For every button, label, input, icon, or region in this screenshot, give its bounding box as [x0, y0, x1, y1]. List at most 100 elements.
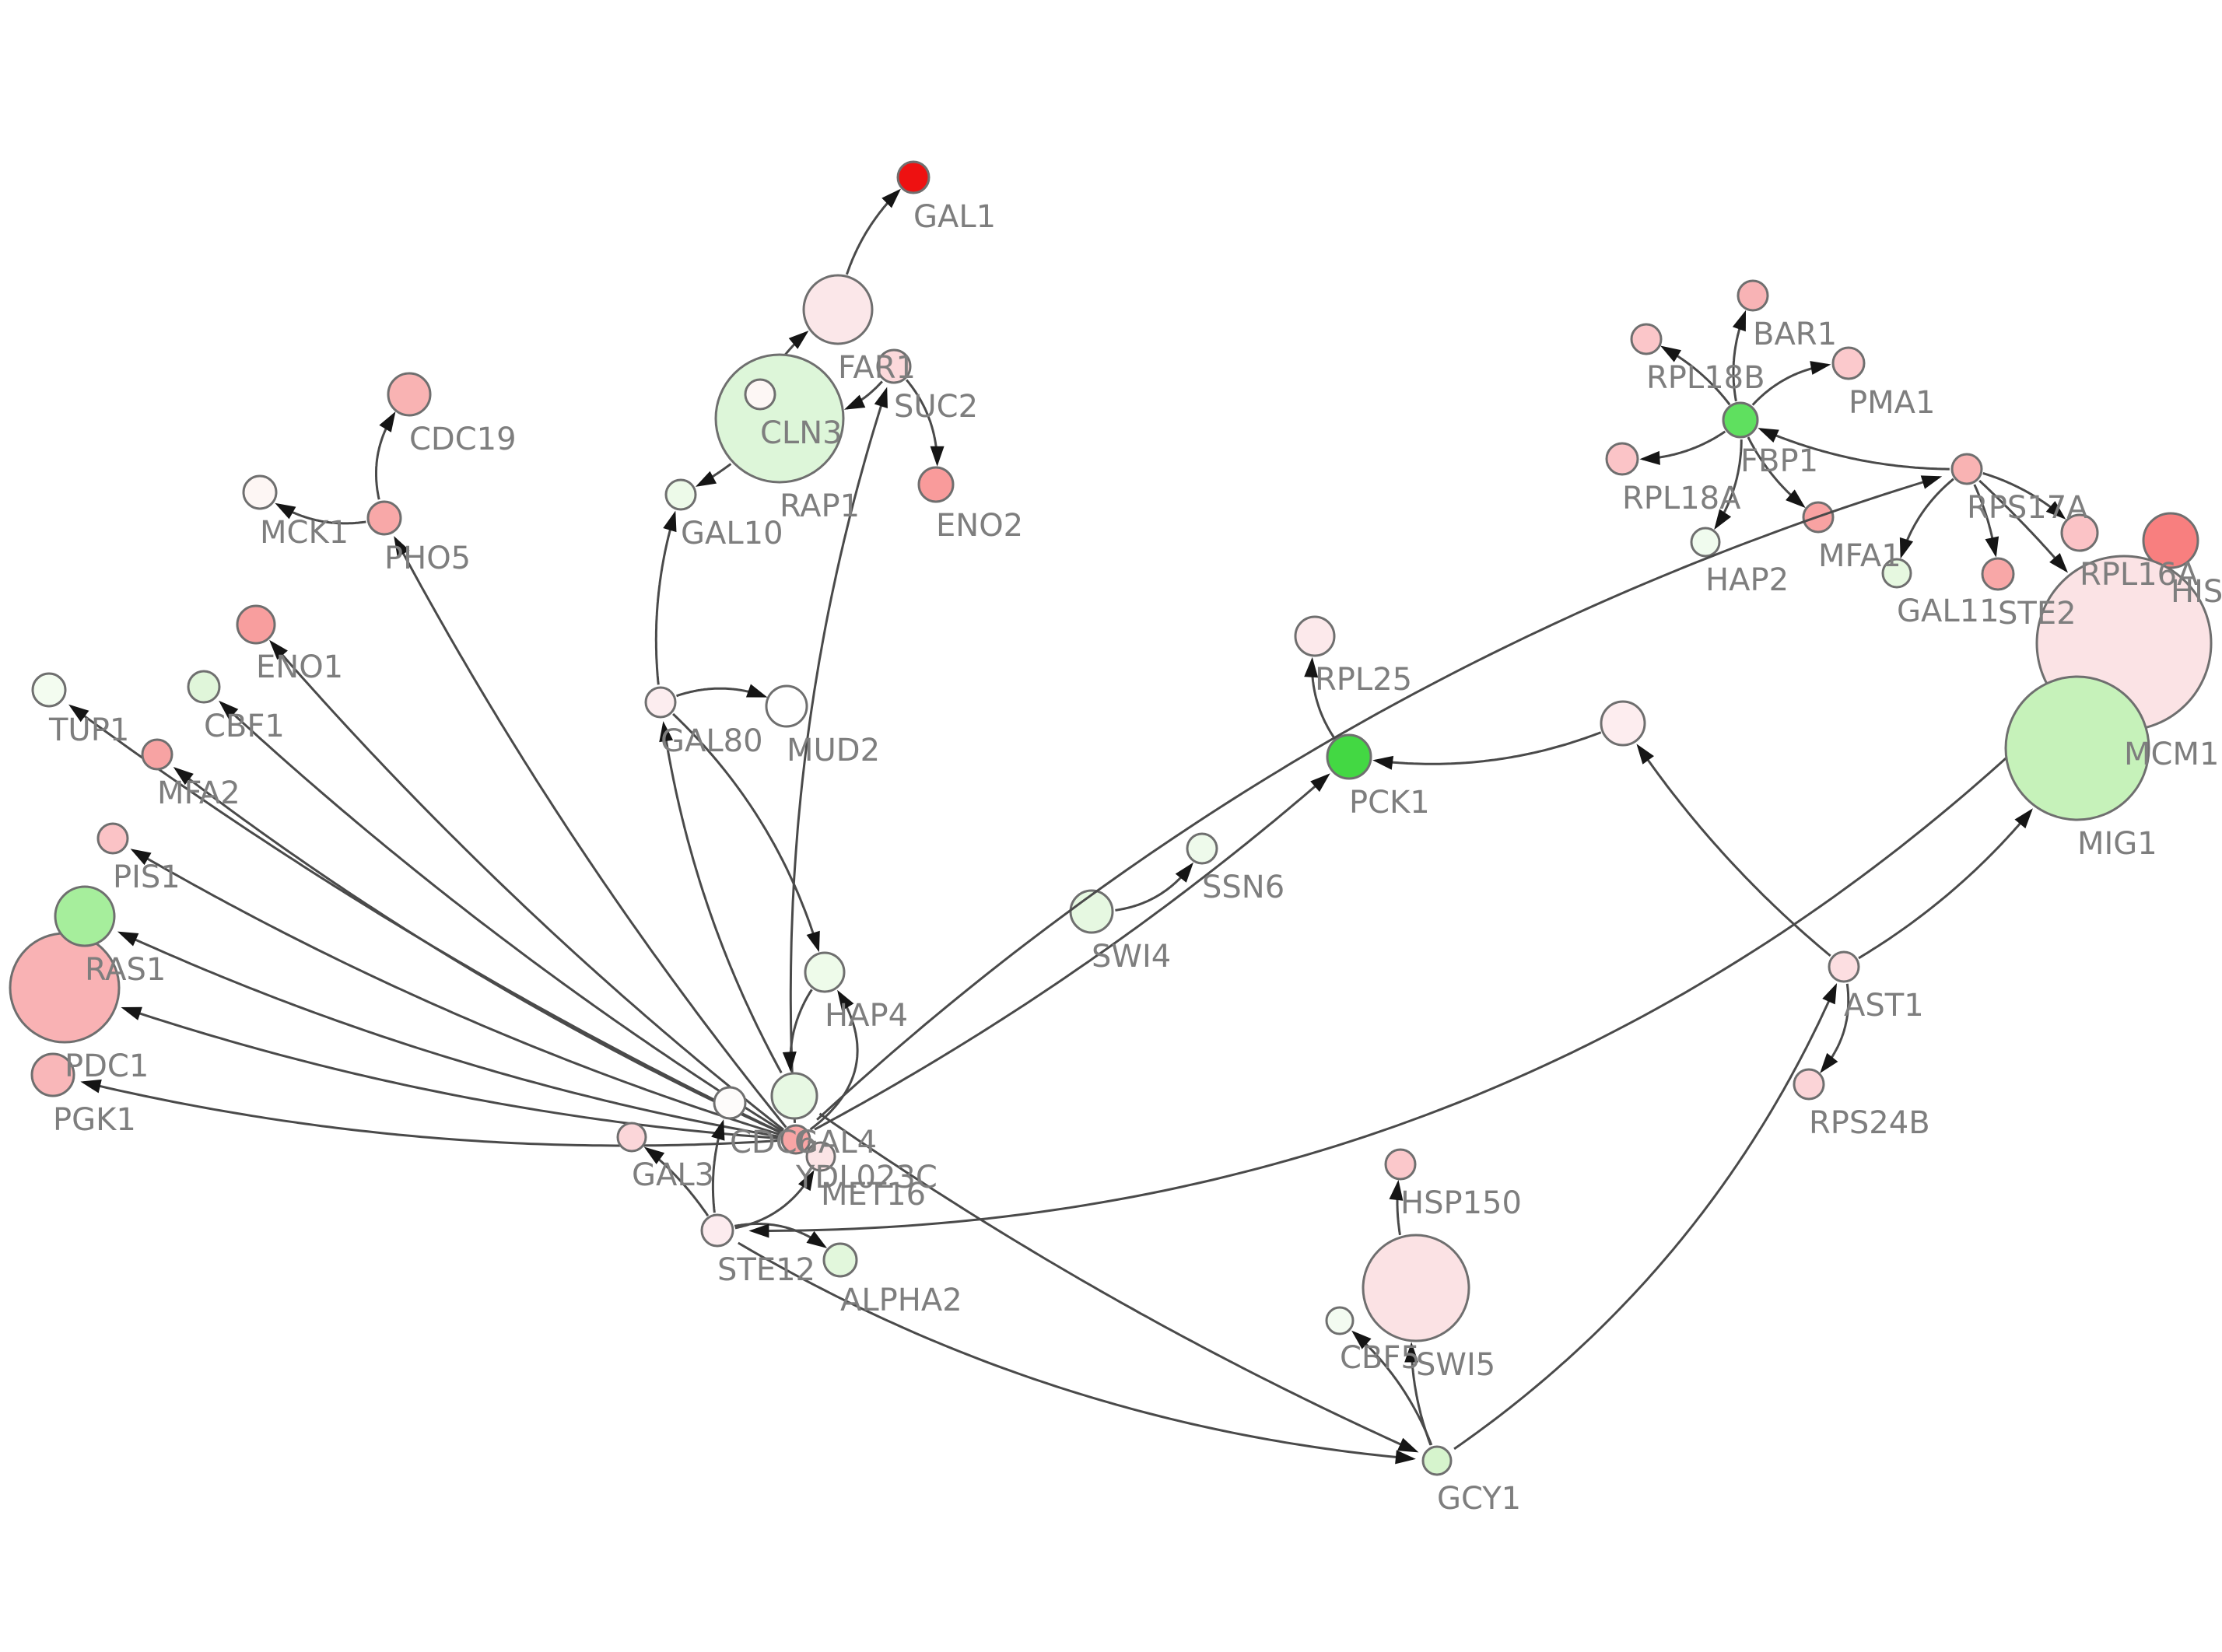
node-cdc19[interactable]	[387, 372, 432, 417]
node-ste12[interactable]	[700, 1213, 734, 1248]
node-ste2[interactable]	[1981, 557, 2015, 591]
edge-FBP1-HAP2	[1714, 439, 1743, 530]
node-gal3[interactable]	[616, 1122, 647, 1153]
node-unlabeled[interactable]	[1600, 700, 1646, 747]
node-eno2[interactable]	[917, 466, 955, 503]
node-label-bar1: BAR1	[1753, 317, 1837, 352]
edge-YDL023C-SUC2	[789, 387, 888, 1123]
node-label-mig1: MIG1	[2077, 826, 2157, 862]
node-rps24b[interactable]	[1793, 1068, 1825, 1101]
node-label-hap2: HAP2	[1705, 562, 1789, 598]
node-label-cln3: CLN3	[760, 415, 843, 451]
edge-YDL023C-PDC1	[121, 1006, 781, 1140]
node-cbf1[interactable]	[187, 670, 221, 704]
node-mck1[interactable]	[242, 474, 278, 510]
node-label-pdc1: PDC1	[65, 1048, 149, 1084]
node-label-eno1: ENO1	[256, 649, 343, 685]
edge-YDL023C-PIS1	[130, 849, 782, 1136]
edge-SWI4-SSN6	[1115, 862, 1193, 912]
edge-YDL023C-PHO5	[394, 536, 787, 1129]
node-rpl25[interactable]	[1294, 615, 1336, 657]
node-rpl16a[interactable]	[2060, 513, 2099, 552]
node-gcy1[interactable]	[1421, 1445, 1453, 1476]
edge-GAL4-GCY1	[818, 1112, 1419, 1453]
edge-RAP1-GAL10	[695, 463, 732, 487]
node-pck1[interactable]	[1326, 733, 1372, 780]
edge-YDL023C-RAS1	[117, 931, 781, 1139]
edge-GAL4-GAL80	[659, 721, 783, 1074]
node-label-met16: MET16	[821, 1177, 926, 1213]
edge-YDL023C-ENO1	[269, 639, 785, 1131]
node-hap2[interactable]	[1690, 527, 1721, 558]
edge-RPS17A-GAL11	[1899, 478, 1954, 559]
edge-GCY1-AST1	[1453, 982, 1838, 1451]
edge-STE12-GAL3	[643, 1146, 710, 1217]
node-met16[interactable]	[805, 1141, 836, 1172]
edge-PHO5-CDC19	[375, 411, 396, 500]
node-rpl18b[interactable]	[1630, 323, 1663, 355]
node-label-ras1: RAS1	[85, 952, 166, 988]
edge-YDL023C-CBF1	[219, 700, 783, 1132]
node-label-swi4: SWI4	[1092, 939, 1171, 975]
node-rps17a[interactable]	[1950, 453, 1983, 485]
node-ras1[interactable]	[54, 885, 116, 947]
node-far1[interactable]	[802, 274, 874, 345]
node-pma1[interactable]	[1831, 346, 1866, 380]
node-label-cdc6: CDC6	[730, 1125, 817, 1160]
edge-FBP1-BAR1	[1732, 310, 1747, 402]
edge-FBP1-PMA1	[1751, 361, 1831, 406]
node-label-rpl18a: RPL18A	[1622, 481, 1741, 516]
node-rpl18a[interactable]	[1605, 442, 1639, 476]
edge-GAL80-MUD2	[676, 684, 768, 698]
node-cdc6[interactable]	[713, 1086, 747, 1120]
edge-GAL80-HAP4	[672, 712, 820, 953]
node-his4[interactable]	[2142, 512, 2199, 569]
node-hap4[interactable]	[804, 951, 846, 993]
node-label-ste2: STE2	[1998, 596, 2077, 632]
node-suc2[interactable]	[876, 348, 912, 384]
node-ast1[interactable]	[1828, 950, 1860, 983]
edge-STE12-CDC6	[711, 1119, 725, 1213]
node-mfa2[interactable]	[141, 738, 173, 771]
node-gal11[interactable]	[1881, 558, 1912, 589]
node-ydl023c[interactable]	[780, 1124, 811, 1155]
edge-PHO5-MCK1	[275, 502, 366, 525]
node-label-alpha2: ALPHA2	[840, 1283, 962, 1318]
node-mud2[interactable]	[765, 684, 808, 728]
node-gal10[interactable]	[664, 478, 697, 511]
node-cbf5[interactable]	[1325, 1306, 1355, 1335]
node-label-gal10: GAL10	[681, 516, 783, 551]
node-label-his4: HIS4	[2171, 574, 2222, 610]
node-pdc1[interactable]	[9, 932, 121, 1044]
node-pho5[interactable]	[366, 500, 402, 536]
node-mig1[interactable]	[2004, 675, 2150, 821]
node-hsp150[interactable]	[1384, 1148, 1417, 1181]
node-label-mfa1: MFA1	[1818, 538, 1901, 574]
node-label-mck1: MCK1	[260, 515, 349, 551]
edge-RPS17A-FBP1	[1758, 428, 1950, 471]
node-label-pgk1: PGK1	[53, 1102, 136, 1138]
edge-RPS17A-RPL16A	[1982, 472, 2066, 520]
node-gal4[interactable]	[770, 1072, 818, 1120]
node-cln3[interactable]	[744, 378, 776, 411]
node-label-pck1: PCK1	[1349, 785, 1430, 821]
node-bar1[interactable]	[1737, 279, 1769, 312]
node-label-hap4: HAP4	[825, 998, 908, 1034]
edge-FAR1-GAL1	[845, 188, 902, 275]
node-gal80[interactable]	[644, 686, 677, 719]
node-pgk1[interactable]	[30, 1052, 75, 1097]
node-fbp1[interactable]	[1722, 401, 1759, 439]
node-tup1[interactable]	[31, 672, 67, 708]
node-swi5[interactable]	[1362, 1234, 1470, 1342]
node-swi4[interactable]	[1069, 889, 1114, 934]
edge-MCM1-STE12	[748, 715, 2052, 1238]
node-gal1[interactable]	[896, 160, 931, 194]
node-eno1[interactable]	[236, 604, 276, 645]
node-label-gal3: GAL3	[632, 1157, 714, 1193]
node-alpha2[interactable]	[822, 1242, 858, 1278]
edge-YDL023C-MFA2	[173, 767, 783, 1135]
node-ssn6[interactable]	[1186, 832, 1218, 865]
node-pis1[interactable]	[96, 822, 129, 855]
edge-SUC2-ENO2	[906, 379, 945, 467]
edge-FBP1-RPL18B	[1660, 345, 1731, 406]
